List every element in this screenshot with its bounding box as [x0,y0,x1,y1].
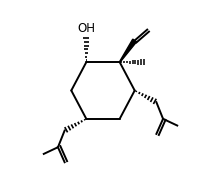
Text: OH: OH [77,22,95,35]
Polygon shape [119,39,137,62]
